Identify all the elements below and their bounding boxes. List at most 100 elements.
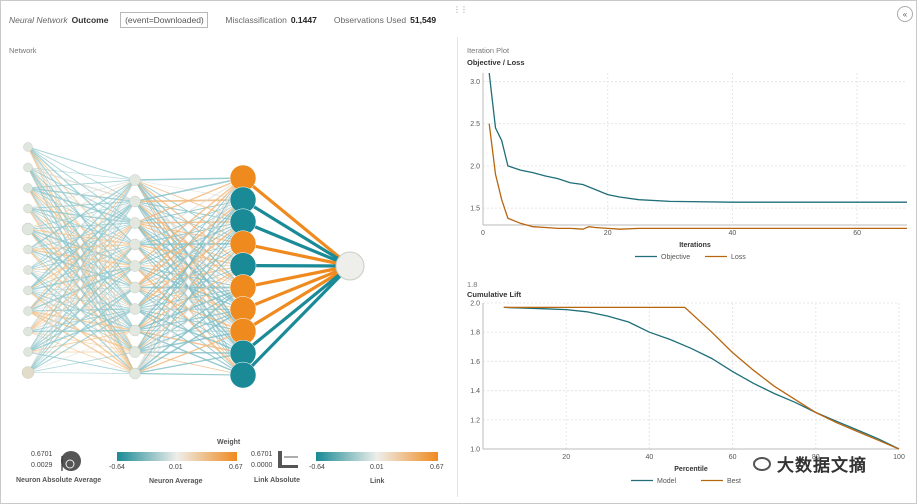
model-header: Neural Network Outcome (event=Downloaded… bbox=[9, 11, 436, 29]
network-link bbox=[134, 243, 244, 374]
hidden1-hidden2-links bbox=[134, 177, 244, 376]
input-neuron bbox=[23, 183, 33, 193]
network-link bbox=[27, 249, 136, 331]
x-tick-label: 0 bbox=[481, 230, 485, 237]
network-link bbox=[27, 167, 136, 267]
input-neuron bbox=[23, 162, 33, 173]
hidden1-neuron bbox=[129, 281, 141, 294]
iteration-panel-title: Iteration Plot bbox=[467, 46, 510, 55]
network-link bbox=[242, 220, 351, 268]
network-link bbox=[27, 187, 136, 288]
network-link bbox=[27, 244, 136, 373]
input-neuron bbox=[23, 285, 33, 296]
input-neuron bbox=[21, 366, 35, 379]
input-neuron bbox=[23, 347, 33, 357]
network-link bbox=[134, 286, 244, 375]
event-selector-dropdown[interactable]: (event=Downloaded) bbox=[120, 12, 209, 28]
network-link bbox=[27, 146, 136, 267]
network-panel-title: Network bbox=[9, 46, 37, 55]
legend-label-loss: Loss bbox=[731, 254, 746, 261]
network-link bbox=[134, 177, 244, 331]
pane-resize-handle[interactable]: ⋮⋮ bbox=[453, 5, 468, 14]
input-neuron bbox=[23, 326, 33, 337]
network-link bbox=[27, 248, 136, 353]
network-link bbox=[242, 264, 351, 311]
network-link bbox=[27, 167, 136, 181]
network-link bbox=[27, 248, 136, 289]
network-link bbox=[27, 249, 136, 310]
y-tick-label: 1.8 bbox=[470, 330, 480, 337]
x-tick-label: 60 bbox=[853, 230, 861, 237]
neuron-avg-max: 0.67 bbox=[229, 464, 243, 471]
y-tick-label: 1.0 bbox=[470, 447, 480, 454]
network-link bbox=[27, 179, 136, 209]
network-link bbox=[134, 199, 244, 374]
link-label: Link bbox=[370, 478, 385, 485]
network-link bbox=[242, 264, 351, 290]
y-tick-label: 1.4 bbox=[470, 388, 480, 395]
network-link bbox=[134, 177, 244, 181]
objective-loss-chart: 0 20 40 60 1.5 2.0 2.5 3.0 Iterations Objective Lo… bbox=[470, 72, 907, 261]
link-max: 0.67 bbox=[430, 464, 444, 471]
input-hidden1-links bbox=[27, 146, 136, 375]
network-link bbox=[134, 352, 244, 375]
network-link bbox=[241, 264, 352, 355]
input-neuron bbox=[23, 142, 33, 152]
y-tick-label: 1.5 bbox=[470, 206, 480, 213]
network-link bbox=[27, 265, 136, 271]
network-link bbox=[27, 351, 136, 373]
series-line-loss bbox=[488, 123, 907, 230]
neuron-abs-avg-label: Neuron Absolute Average bbox=[16, 477, 102, 484]
hidden1-neuron bbox=[129, 367, 141, 380]
hidden1-neuron bbox=[129, 346, 141, 358]
link-mid: 0.01 bbox=[370, 464, 384, 471]
link-width-legend-icon bbox=[278, 451, 298, 468]
network-link bbox=[27, 228, 136, 246]
network-link bbox=[27, 286, 136, 374]
network-link bbox=[27, 179, 136, 353]
observations-value: 51,549 bbox=[410, 15, 437, 25]
hidden1-neuron bbox=[129, 195, 141, 208]
x-tick-label: 20 bbox=[562, 454, 570, 461]
input-neuron bbox=[23, 306, 33, 316]
network-link bbox=[242, 242, 351, 268]
series-line-model bbox=[503, 306, 900, 450]
chart-legend: Model Best bbox=[631, 478, 741, 485]
network-link bbox=[27, 201, 136, 373]
x-tick-label: 20 bbox=[604, 230, 612, 237]
network-link bbox=[134, 330, 244, 375]
y-tick-label: 2.5 bbox=[470, 121, 480, 128]
neuron-abs-avg-min: 0.0029 bbox=[31, 462, 53, 469]
hidden2-neuron bbox=[229, 361, 257, 389]
network-link bbox=[134, 221, 244, 374]
network-link bbox=[27, 310, 136, 332]
x-tick-label: 40 bbox=[646, 454, 654, 461]
input-neuron bbox=[23, 265, 33, 275]
objective-chart-title: Objective / Loss bbox=[467, 58, 525, 67]
network-link bbox=[27, 179, 136, 291]
hidden1-neuron bbox=[129, 324, 141, 337]
neuron-size-legend-icon bbox=[61, 451, 81, 471]
link-abs-min: 0.0000 bbox=[251, 462, 273, 469]
link-abs-label: Link Absolute bbox=[254, 477, 301, 484]
neuron-avg-label: Neuron Average bbox=[149, 478, 203, 485]
collapse-panel-button[interactable]: « bbox=[897, 6, 913, 22]
network-link bbox=[27, 351, 136, 374]
network-link bbox=[27, 179, 136, 230]
network-link bbox=[27, 179, 136, 251]
network-link bbox=[134, 308, 244, 375]
network-link bbox=[27, 179, 136, 271]
chart-legend: Objective Loss bbox=[635, 254, 746, 261]
x-tick-label: 40 bbox=[729, 230, 737, 237]
network-link bbox=[134, 177, 244, 245]
network-link bbox=[27, 310, 136, 375]
network-link bbox=[27, 187, 136, 310]
network-link bbox=[134, 177, 244, 310]
network-link bbox=[134, 177, 244, 203]
legend-label-model: Model bbox=[657, 478, 677, 485]
model-target: Outcome bbox=[71, 15, 109, 25]
hidden2-output-links bbox=[241, 176, 352, 377]
network-link bbox=[27, 179, 136, 312]
network-link bbox=[27, 372, 136, 374]
